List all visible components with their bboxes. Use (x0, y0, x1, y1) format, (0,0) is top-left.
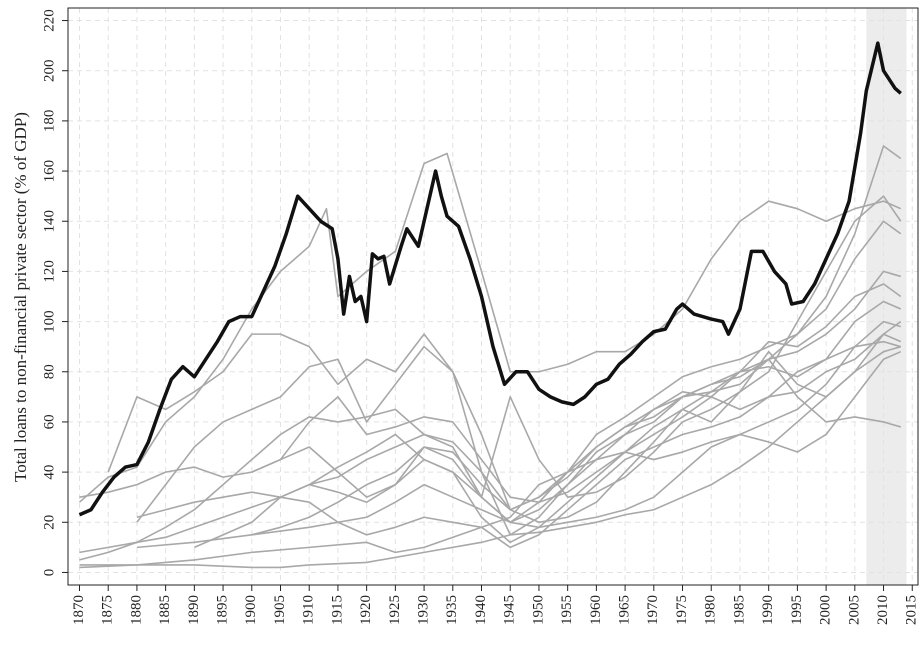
y-tick-label: 120 (41, 260, 57, 283)
x-tick-label: 1980 (703, 595, 719, 625)
y-tick-label: 160 (41, 160, 57, 183)
y-tick-label: 220 (41, 9, 57, 32)
x-tick-label: 2000 (818, 595, 834, 625)
x-tick-label: 1900 (243, 595, 259, 625)
x-tick-label: 2015 (904, 595, 920, 625)
y-tick-label: 0 (41, 569, 57, 577)
series-line (136, 320, 902, 549)
plot-frame (67, 7, 919, 586)
x-tick-label: 1875 (100, 595, 116, 625)
x-tick-label: 1930 (416, 595, 432, 625)
series-line (79, 270, 901, 561)
y-tick-label: 20 (41, 515, 57, 530)
x-tick-label: 1995 (789, 595, 805, 625)
x-tick-label: 1950 (530, 595, 546, 625)
x-tick-label: 1880 (128, 595, 144, 625)
x-tick-label: 1945 (502, 595, 518, 625)
x-tick-label: 1925 (387, 595, 403, 625)
x-tick-label: 1905 (272, 595, 288, 625)
series-line (79, 340, 901, 524)
series-line (251, 300, 902, 536)
y-tick-label: 180 (41, 110, 57, 132)
series-line (308, 195, 902, 498)
y-tick-label: 100 (41, 310, 57, 333)
x-tick-label: 1975 (674, 595, 690, 625)
series-line (194, 333, 902, 549)
y-tick-label: 60 (41, 414, 57, 429)
x-tick-label: 1940 (473, 595, 489, 625)
series-line (136, 350, 902, 549)
y-tick-label: 140 (41, 210, 57, 233)
x-tick-label: 1935 (444, 595, 460, 625)
x-tick-label: 1960 (588, 595, 604, 625)
x-tick-label: 1985 (731, 595, 747, 625)
x-tick-label: 1910 (301, 595, 317, 625)
series-line (78, 41, 902, 517)
series-line (251, 283, 902, 504)
x-tick-label: 2005 (846, 595, 862, 625)
x-tick-label: 1970 (645, 595, 661, 625)
x-tick-label: 1870 (71, 595, 87, 625)
x-tick-label: 1915 (329, 595, 345, 625)
x-tick-label: 1955 (559, 595, 575, 625)
x-tick-label: 1890 (186, 595, 202, 625)
x-tick-label: 1895 (215, 595, 231, 625)
series-line (79, 358, 901, 554)
y-tick-label: 80 (41, 364, 57, 379)
x-tick-label: 1965 (617, 595, 633, 625)
series-line (78, 152, 902, 503)
x-tick-label: 1990 (760, 595, 776, 625)
x-tick-label: 1885 (157, 595, 173, 625)
series-line (79, 345, 901, 569)
series-line (79, 320, 901, 569)
y-tick-label: 200 (41, 59, 57, 82)
x-tick-label: 1920 (358, 595, 374, 625)
y-tick-label: 40 (41, 465, 57, 480)
y-axis-title: Total loans to non-financial private sec… (11, 112, 30, 482)
x-tick-label: 2010 (875, 595, 891, 625)
